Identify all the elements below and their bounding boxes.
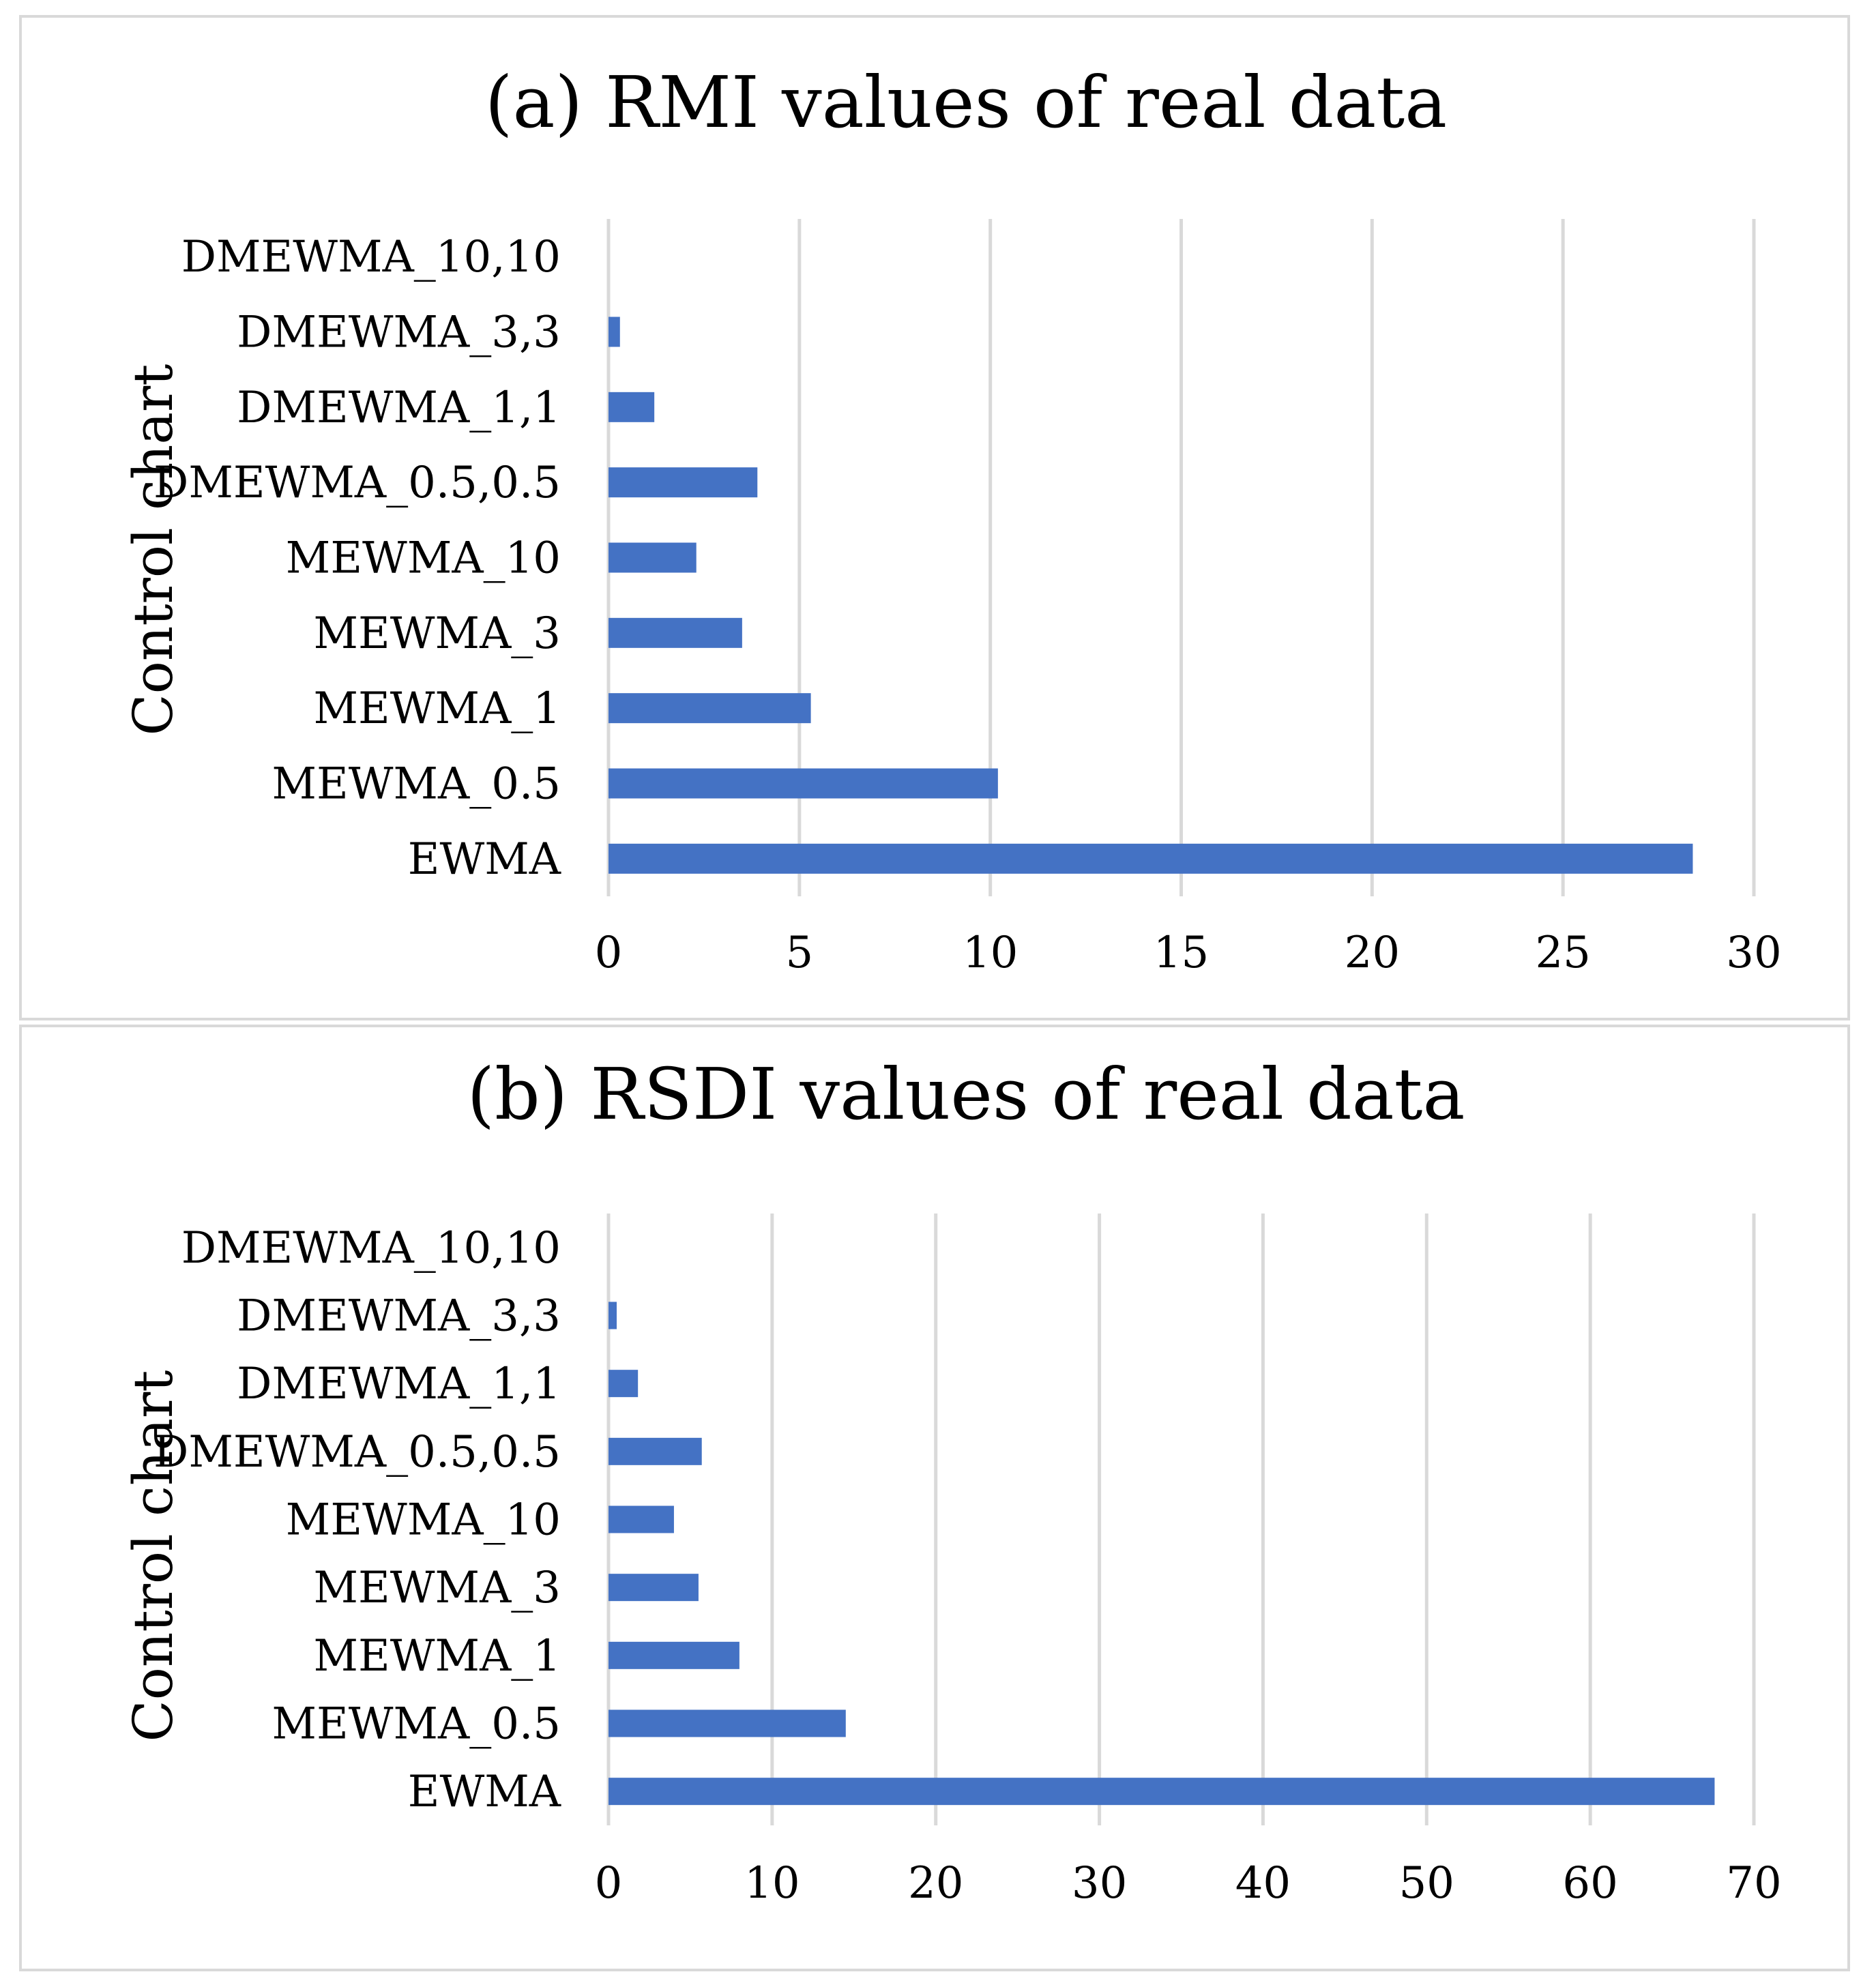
bar xyxy=(609,1778,1715,1806)
x-tick-label: 25 xyxy=(1535,928,1590,978)
bar xyxy=(609,317,620,347)
chart-panel-rsdi: (b) RSDI values of real data Control cha… xyxy=(19,1025,1850,1971)
category-label: MEWMA_10 xyxy=(286,1495,561,1546)
x-tick-label: 15 xyxy=(1154,928,1209,978)
category-label: DMEWMA_10,10 xyxy=(181,232,561,282)
category-label: MEWMA_1 xyxy=(314,683,561,734)
rmi-bar-chart: (a) RMI values of real data Control char… xyxy=(121,61,1782,978)
category-label: MEWMA_3 xyxy=(314,1563,561,1613)
x-tick-label: 20 xyxy=(1345,928,1400,978)
bar xyxy=(609,1709,846,1737)
x-tick-label: 10 xyxy=(744,1858,800,1909)
bar xyxy=(609,1574,699,1602)
y-axis-label: Control chart xyxy=(121,1370,185,1742)
category-label: DMEWMA_1,1 xyxy=(237,383,561,433)
bar xyxy=(609,1641,739,1669)
bar xyxy=(609,768,998,799)
chart-panel-rmi: (a) RMI values of real data Control char… xyxy=(19,15,1850,1020)
chart-title: (a) RMI values of real data xyxy=(485,61,1447,144)
category-label: MEWMA_3 xyxy=(314,608,561,659)
category-label: MEWMA_1 xyxy=(314,1631,561,1681)
y-axis-label: Control chart xyxy=(121,364,185,736)
bar xyxy=(609,392,655,422)
x-tick-label: 5 xyxy=(785,928,813,978)
rsdi-bar-chart: (b) RSDI values of real data Control cha… xyxy=(121,1053,1782,1909)
x-tick-label: 40 xyxy=(1235,1858,1291,1909)
x-tick-label: 60 xyxy=(1562,1858,1617,1909)
x-tick-label: 30 xyxy=(1726,928,1781,978)
x-tick-label: 20 xyxy=(908,1858,963,1909)
category-label: EWMA xyxy=(408,834,561,885)
chart-title: (b) RSDI values of real data xyxy=(467,1053,1465,1136)
x-tick-label: 0 xyxy=(595,928,623,978)
category-label: DMEWMA_0.5,0.5 xyxy=(153,458,561,508)
bar xyxy=(609,843,1693,874)
category-label: MEWMA_10 xyxy=(286,533,561,584)
bar xyxy=(609,1437,702,1465)
x-tick-label: 70 xyxy=(1726,1858,1781,1909)
bar xyxy=(609,467,758,498)
bar xyxy=(609,1370,639,1398)
category-label: MEWMA_0.5 xyxy=(272,759,561,810)
category-label: MEWMA_0.5 xyxy=(272,1699,561,1750)
category-label: DMEWMA_3,3 xyxy=(237,308,561,358)
category-label: DMEWMA_10,10 xyxy=(181,1223,561,1274)
x-tick-label: 0 xyxy=(595,1858,623,1909)
category-label: DMEWMA_1,1 xyxy=(237,1359,561,1409)
x-tick-label: 30 xyxy=(1072,1858,1127,1909)
bar xyxy=(609,542,697,573)
x-tick-label: 50 xyxy=(1399,1858,1454,1909)
category-label: DMEWMA_0.5,0.5 xyxy=(153,1427,561,1477)
bar xyxy=(609,1505,674,1533)
category-label: EWMA xyxy=(408,1767,561,1817)
bar xyxy=(609,693,811,724)
category-label: DMEWMA_3,3 xyxy=(237,1291,561,1342)
x-tick-label: 10 xyxy=(963,928,1018,978)
bar xyxy=(609,617,742,648)
bar xyxy=(609,1302,617,1329)
